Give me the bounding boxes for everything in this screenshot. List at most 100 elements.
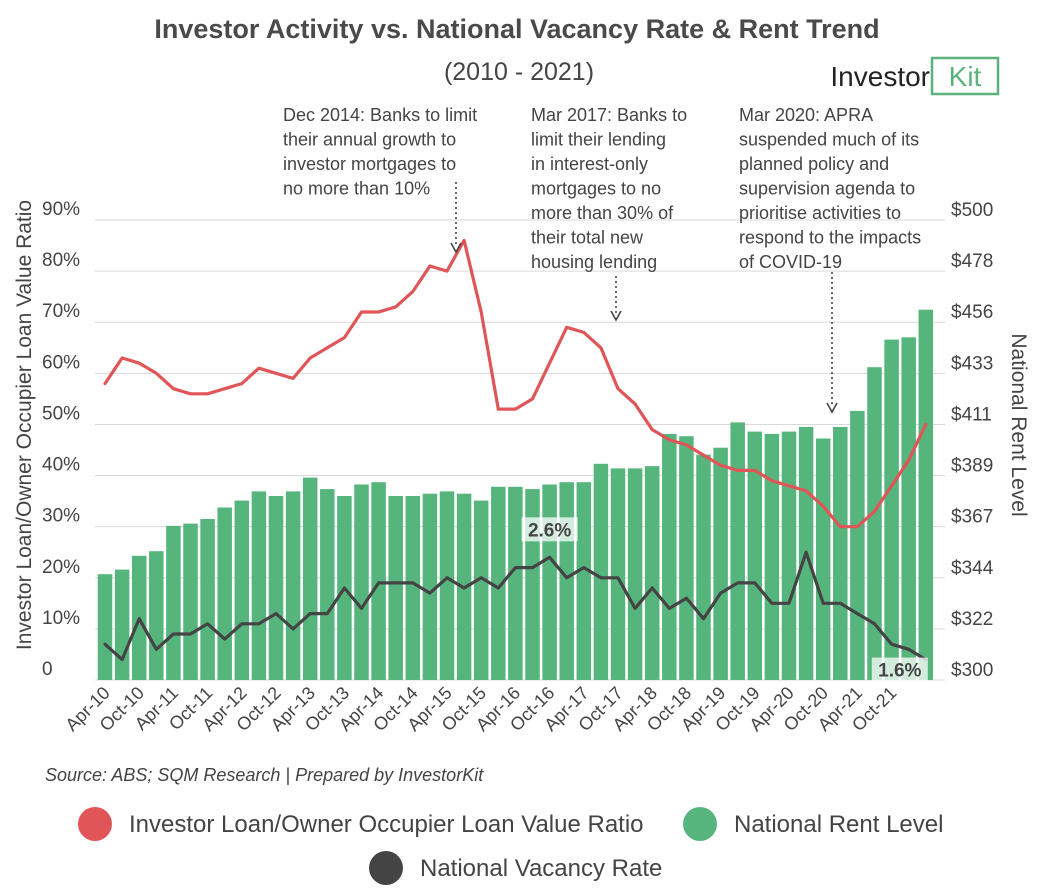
rent-bar — [833, 427, 848, 680]
rent-bar — [405, 496, 421, 680]
rent-bar — [696, 454, 711, 680]
y-left-tick-label: 90% — [42, 199, 80, 220]
y-right-tick-label: $300 — [951, 660, 993, 681]
y-right-tick-label: $500 — [951, 200, 993, 221]
rent-bar — [422, 493, 438, 680]
legend: Investor Loan/Owner Occupier Loan Value … — [78, 807, 943, 885]
annotation-arrow-head — [610, 310, 622, 322]
y-left-tick-label: 0 — [42, 659, 53, 680]
rent-bar — [576, 482, 592, 680]
rent-bar — [542, 484, 557, 680]
legend-swatch-ratio — [78, 807, 112, 841]
annotation-text: mortgages to no — [531, 179, 661, 199]
annotation-text: respond to the impacts — [739, 228, 921, 248]
y-left-tick-label: 60% — [42, 352, 80, 373]
y-right-tick-label: $411 — [951, 404, 992, 425]
annotation-text: housing lending — [531, 252, 657, 272]
annotation-text: their annual growth to — [283, 130, 456, 150]
annotation-text: no more than 10% — [283, 179, 430, 199]
legend-label-ratio: Investor Loan/Owner Occupier Loan Value … — [129, 811, 644, 838]
y-left-axis-title: Investor Loan/Owner Occupier Loan Value … — [13, 200, 36, 650]
rent-bar — [285, 491, 301, 680]
chart-title: Investor Activity vs. National Vacancy R… — [154, 14, 879, 44]
annotation-text: Dec 2014: Banks to limit — [283, 105, 477, 125]
annotation-text: limit their lending — [531, 130, 666, 150]
rent-bar — [166, 525, 181, 680]
y-left-tick-label: 70% — [42, 301, 80, 322]
rent-bar — [901, 337, 916, 680]
rent-bars — [97, 309, 934, 680]
y-right-tick-label: $322 — [951, 609, 993, 630]
y-left-tick-label: 50% — [42, 403, 80, 424]
y-left-tick-label: 40% — [42, 455, 80, 476]
rent-bar — [302, 477, 318, 680]
chart-subtitle: (2010 - 2021) — [444, 58, 594, 86]
y-left-tick-label: 20% — [42, 557, 80, 578]
y-right-axis-title: National Rent Level — [1007, 333, 1030, 516]
y-right-ticks: $300 $322 $344 $367 $389 $411 $433 $456 $478 $500 — [951, 200, 994, 681]
rent-bar — [320, 489, 335, 680]
rent-bar — [97, 574, 113, 680]
data-label: 1.6% — [878, 661, 921, 682]
rent-bar — [713, 447, 728, 680]
annotation-text: in interest-only — [531, 154, 648, 174]
rent-bar — [371, 482, 386, 680]
rent-bar — [234, 500, 250, 680]
y-right-tick-label: $367 — [951, 507, 993, 528]
rent-bar — [644, 466, 660, 680]
rent-bar — [918, 309, 934, 680]
annotation-text: supervision agenda to — [739, 179, 915, 199]
y-right-tick-label: $389 — [951, 456, 993, 477]
annotation-text: their total new — [531, 228, 644, 248]
legend-label-rent: National Rent Level — [734, 811, 943, 838]
data-label: 2.6% — [528, 520, 571, 541]
rent-bar — [439, 491, 455, 680]
rent-bar — [200, 519, 215, 680]
annotation-text: of COVID-19 — [739, 252, 842, 272]
series-lines — [103, 238, 928, 662]
rent-bar — [662, 433, 677, 680]
rent-bar — [149, 551, 164, 680]
y-left-ticks: 0 10% 20% 30% 40% 50% 60% 70% 80% 90% — [42, 199, 80, 680]
x-ticks: Apr-10Oct-10Apr-11Oct-11Apr-12Oct-12Apr-… — [61, 683, 900, 735]
annotation-text: more than 30% of — [531, 203, 674, 223]
annotations: Dec 2014: Banks to limit their annual gro… — [283, 105, 921, 414]
rent-bar — [850, 410, 865, 680]
data-label-bg — [521, 517, 578, 542]
legend-item-rent: National Rent Level — [683, 807, 943, 841]
rent-bar — [815, 438, 831, 680]
y-left-tick-label: 30% — [42, 506, 80, 527]
legend-item-vacancy: National Vacancy Rate — [369, 851, 662, 885]
annotation-text: suspended much of its — [739, 130, 919, 150]
rent-bar — [867, 367, 882, 680]
legend-label-vacancy: National Vacancy Rate — [420, 855, 662, 882]
rent-bar — [473, 500, 489, 680]
logo-text-investor: Investor — [830, 61, 930, 92]
data-labels: 2.6% 1.6% — [521, 517, 928, 682]
legend-swatch-rent — [683, 807, 717, 841]
logo-text-kit: Kit — [949, 61, 982, 92]
investorkit-logo: Investor Kit — [830, 56, 1000, 96]
y-right-tick-label: $478 — [951, 251, 993, 272]
rent-bar — [354, 484, 369, 680]
rent-bar — [251, 491, 267, 680]
rent-bar — [217, 507, 232, 680]
legend-item-ratio: Investor Loan/Owner Occupier Loan Value … — [78, 807, 644, 841]
annotation-text: Mar 2020: APRA — [739, 105, 873, 125]
rent-bar — [593, 463, 609, 680]
rent-bar — [610, 468, 626, 680]
annotation-arrow-head — [826, 402, 838, 414]
y-right-tick-label: $344 — [951, 558, 994, 579]
logo-kit-box — [930, 56, 1000, 96]
vacancy-line — [103, 550, 928, 662]
source-note: Source: ABS; SQM Research | Prepared by … — [45, 765, 484, 785]
rent-bar — [508, 486, 523, 680]
rent-bar — [491, 486, 506, 680]
y-left-tick-label: 10% — [42, 608, 80, 629]
rent-bar — [730, 422, 745, 680]
rent-bar — [884, 339, 899, 680]
rent-bar — [559, 482, 574, 680]
annotation-text: Mar 2017: Banks to — [531, 105, 687, 125]
